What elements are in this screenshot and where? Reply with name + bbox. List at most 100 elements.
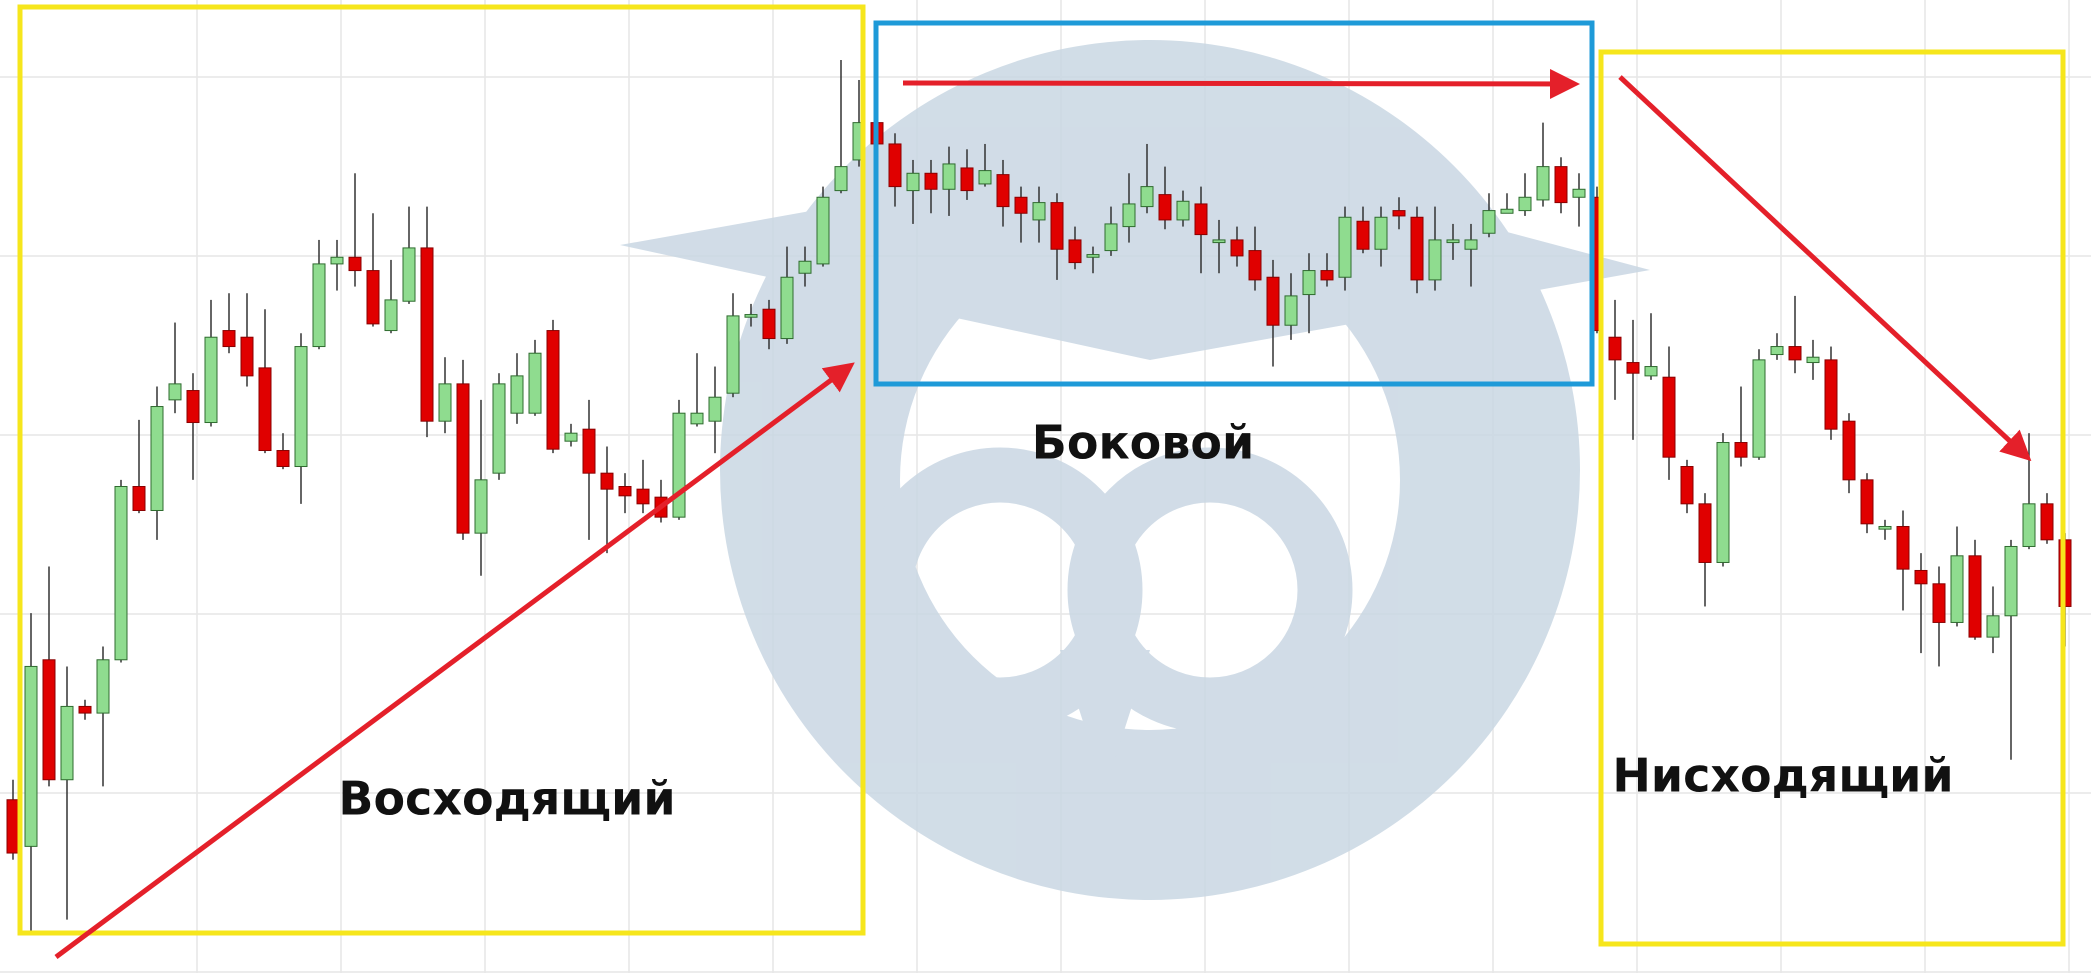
candle-body — [726, 315, 740, 394]
candle-body — [924, 172, 938, 190]
candle-body — [1464, 239, 1478, 250]
annotation: Боковой — [1032, 416, 1254, 470]
candle-body — [600, 472, 614, 490]
candle-body — [1824, 359, 1838, 430]
candle-body — [636, 488, 650, 505]
candle-body — [582, 428, 596, 474]
annotations — [17, 4, 2066, 960]
candle-body — [1302, 270, 1316, 296]
candle-body — [312, 263, 326, 348]
candle-body — [96, 659, 110, 714]
candle-body — [420, 247, 434, 422]
candle-body — [1914, 569, 1928, 585]
candle-body — [1788, 346, 1802, 361]
candle-body — [1068, 239, 1082, 264]
candle-body — [816, 196, 830, 265]
candle-body — [1140, 186, 1154, 208]
candle-body — [1500, 208, 1514, 214]
annotation: Нисходящий — [1612, 749, 1953, 803]
candle-body — [1086, 254, 1100, 258]
candle-body — [1446, 239, 1460, 244]
downtrend-box — [1598, 49, 2066, 947]
candle-body — [60, 705, 74, 781]
candle-body — [6, 799, 20, 854]
candle-body — [690, 412, 704, 425]
candle-body — [1608, 336, 1622, 361]
candle-body — [960, 167, 974, 192]
candle-body — [1248, 250, 1262, 281]
candle-body — [888, 143, 902, 188]
candle-body — [258, 367, 272, 452]
candle-body — [2004, 545, 2018, 617]
candle-body — [1986, 615, 2000, 638]
candle-body — [204, 336, 218, 424]
candle-body — [1554, 166, 1568, 204]
candle-body — [1878, 525, 1892, 530]
candle-body — [168, 383, 182, 401]
candle-body — [546, 330, 560, 450]
candle-body — [474, 479, 488, 534]
candle-body — [906, 172, 920, 192]
candle-body — [186, 390, 200, 424]
candle-body — [1284, 295, 1298, 326]
sideways-box — [873, 20, 1595, 387]
candle-body — [510, 375, 524, 414]
candle-body — [1050, 202, 1064, 250]
candle-body — [114, 486, 128, 661]
candle-body — [294, 346, 308, 468]
watermark — [620, 40, 1650, 900]
candle-body — [1770, 346, 1784, 356]
candle-body — [132, 486, 146, 511]
candle-body — [1950, 555, 1964, 623]
candle-body — [1644, 366, 1658, 377]
candle-body — [1518, 196, 1532, 212]
candle-body — [564, 432, 578, 442]
candle-body — [366, 270, 380, 325]
candle-body — [744, 314, 758, 318]
candle-body — [1482, 210, 1496, 234]
candle-body — [276, 450, 290, 468]
candle-body — [672, 412, 686, 518]
candle-body — [1176, 200, 1190, 221]
candle-body — [1716, 442, 1730, 563]
candle-body — [1212, 239, 1226, 244]
candle-body — [1392, 210, 1406, 217]
candle-body — [798, 260, 812, 274]
candle-body — [1158, 194, 1172, 221]
candle-body — [834, 166, 848, 192]
candle-body — [1698, 503, 1712, 563]
candle-body — [780, 276, 794, 340]
candle-body — [1320, 270, 1334, 281]
candle-body — [1842, 420, 1856, 481]
candle-body — [402, 247, 416, 302]
sideways-arrow — [902, 68, 1580, 99]
downtrend-arrow — [1618, 75, 2032, 462]
candle-body — [762, 308, 776, 340]
candle-body — [348, 256, 362, 272]
candle-body — [1032, 202, 1046, 221]
candle-body — [438, 383, 452, 422]
candle-body — [1104, 223, 1118, 252]
candle-body — [1428, 239, 1442, 281]
candle-body — [150, 406, 164, 511]
candle-body — [222, 330, 236, 348]
candle-body — [1806, 356, 1820, 364]
candle-body — [2022, 503, 2036, 547]
candle-body — [42, 659, 56, 781]
candle-body — [1266, 276, 1280, 326]
candle-body — [1572, 188, 1586, 198]
candle-body — [1626, 362, 1640, 374]
candle-body — [1536, 166, 1550, 201]
candle-body — [1752, 359, 1766, 458]
candle-body — [384, 299, 398, 332]
candle-body — [1230, 239, 1244, 257]
candle-body — [1374, 216, 1388, 250]
candle-body — [1662, 376, 1676, 458]
candle-body — [24, 665, 38, 847]
candle-body — [996, 174, 1010, 208]
candle-body — [240, 336, 254, 377]
candle-body — [2040, 503, 2054, 541]
candle-body — [1680, 466, 1694, 505]
candle-body — [1860, 479, 1874, 525]
